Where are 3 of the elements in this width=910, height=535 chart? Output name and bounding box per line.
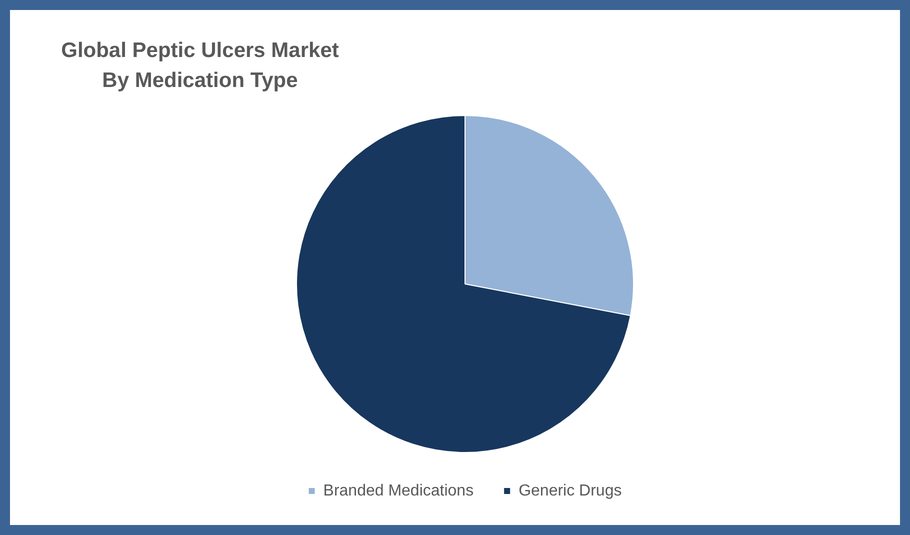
chart-title: Global Peptic Ulcers Market By Medication Type — [60, 38, 340, 94]
legend-label: Generic Drugs — [518, 482, 622, 500]
legend-label: Branded Medications — [323, 482, 474, 500]
